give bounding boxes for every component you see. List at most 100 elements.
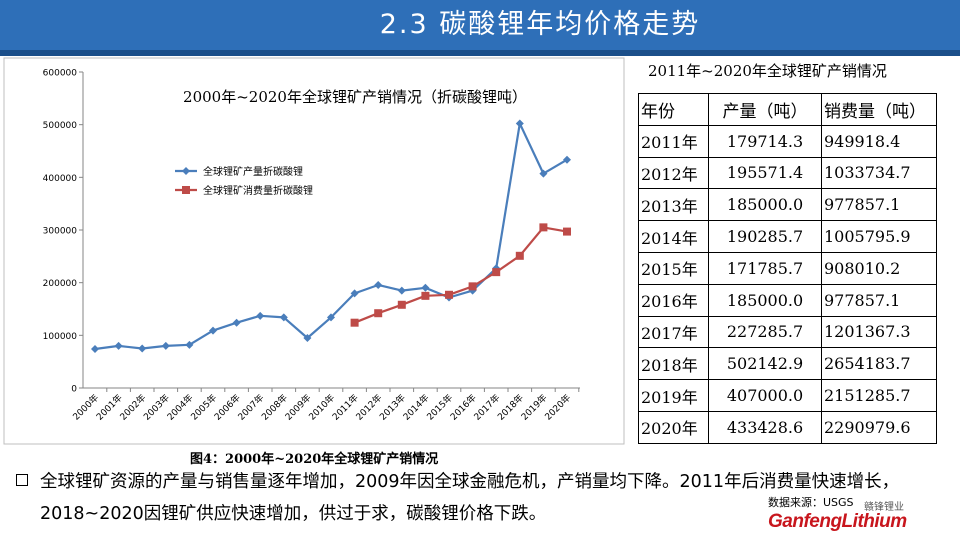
table-header-row: 年份 产量（吨） 销费量（吨） xyxy=(638,93,937,126)
data-point xyxy=(114,341,123,350)
header-stripe xyxy=(0,50,960,56)
chart-title: 2000年~2020年全球锂矿产销情况（折碳酸锂吨） xyxy=(183,88,527,106)
table-row: 2012年 195571.4 1033734.7 xyxy=(638,156,937,190)
table-cell: 433428.6 xyxy=(708,410,822,444)
data-point xyxy=(327,313,335,322)
data-point xyxy=(350,318,359,327)
table-cell: 190285.7 xyxy=(708,220,822,253)
data-point xyxy=(397,300,406,309)
series-line xyxy=(354,226,568,324)
data-point xyxy=(91,345,99,354)
data-point xyxy=(421,291,430,300)
table-header-cell: 销费量（吨） xyxy=(821,93,937,126)
table-row: 2011年 179714.3 949918.4 xyxy=(638,124,937,158)
data-point xyxy=(539,223,548,232)
page-title: 2.3 碳酸锂年均价格走势 xyxy=(379,9,701,40)
table-cell: 2020年 xyxy=(638,410,709,444)
table-row: 2019年 407000.0 2151285.7 xyxy=(638,379,937,412)
table-row: 2017年 227285.7 1201367.3 xyxy=(638,315,937,349)
data-point xyxy=(161,341,170,350)
y-tick-label: 0 xyxy=(71,385,77,395)
table-cell: 227285.7 xyxy=(708,315,822,349)
y-tick-label: 100000 xyxy=(43,332,78,342)
table-cell: 977857.1 xyxy=(821,283,937,317)
table-row: 2015年 171785.7 908010.2 xyxy=(638,251,937,285)
data-point xyxy=(468,286,477,295)
table-cell: 195571.4 xyxy=(708,156,822,190)
y-tick-label: 500000 xyxy=(43,121,78,131)
data-point xyxy=(138,344,147,353)
table-cell: 2012年 xyxy=(638,156,709,190)
chart-frame xyxy=(3,57,625,445)
table-header-cell: 产量（吨） xyxy=(708,93,822,126)
data-point xyxy=(445,290,453,299)
table-title: 2011年~2020年全球锂矿产销情况 xyxy=(648,62,887,80)
y-tick-label: 200000 xyxy=(43,279,78,289)
data-point xyxy=(374,309,383,318)
table-cell: 2290979.6 xyxy=(821,410,937,444)
data-point xyxy=(515,251,524,260)
table-header-cell: 年份 xyxy=(638,93,709,126)
table-cell: 2019年 xyxy=(638,379,709,412)
logo-text: GanfengLithium xyxy=(768,511,907,532)
legend-marker xyxy=(182,167,190,175)
table-cell: 2013年 xyxy=(638,188,709,222)
y-tick-label: 600000 xyxy=(43,69,78,79)
table-cell: 1201367.3 xyxy=(821,315,937,349)
table-cell: 2015年 xyxy=(638,251,709,285)
table-cell: 949918.4 xyxy=(821,124,937,158)
bullet-box xyxy=(16,474,28,486)
table-cell: 2016年 xyxy=(638,283,709,317)
line-chart: 2000年~2020年全球锂矿产销情况（折碳酸锂吨） 0 100000 200000… xyxy=(3,57,625,445)
data-point xyxy=(374,280,383,289)
table-cell: 2654183.7 xyxy=(821,347,937,381)
table-cell: 1033734.7 xyxy=(821,156,937,190)
data-point xyxy=(303,333,312,342)
y-tick-label: 300000 xyxy=(43,227,78,237)
legend-label: 全球锂矿产量折碳酸锂 xyxy=(203,165,303,178)
data-table: 年份 产量（吨） 销费量（吨） 2011年 179714.3 949918.4 201… xyxy=(638,93,937,444)
data-point xyxy=(563,155,571,164)
table-cell: 185000.0 xyxy=(708,283,822,317)
note-text: 全球锂矿资源的产量与销售量逐年增加，2009年因全球金融危机，产销量均下降。20… xyxy=(40,472,900,524)
data-point xyxy=(232,318,241,327)
data-point xyxy=(468,282,477,291)
source-text: 数据来源：USGS xyxy=(768,496,854,509)
legend-label: 全球锂矿消费量折碳酸锂 xyxy=(203,184,313,197)
table-row: 2013年 185000.0 977857.1 xyxy=(638,188,937,222)
table-cell: 502142.9 xyxy=(708,347,822,381)
data-point xyxy=(256,311,265,320)
table-cell: 185000.0 xyxy=(708,188,822,222)
data-point xyxy=(209,326,217,335)
table-cell: 179714.3 xyxy=(708,124,822,158)
table-row: 2014年 190285.7 1005795.9 xyxy=(638,220,937,253)
company-logo: 赣锋锂业 GanfengLithium xyxy=(768,502,907,535)
table-cell: 1005795.9 xyxy=(821,220,937,253)
table-row: 2018年 502142.9 2654183.7 xyxy=(638,347,937,381)
data-point xyxy=(279,313,288,322)
data-point xyxy=(515,119,524,128)
table-cell: 908010.2 xyxy=(821,251,937,285)
table-row: 2016年 185000.0 977857.1 xyxy=(638,283,937,317)
figure-caption: 图4：2000年~2020年全球锂矿产销情况 xyxy=(190,452,439,467)
table-cell: 2011年 xyxy=(638,124,709,158)
table-cell: 2018年 xyxy=(638,347,709,381)
table-cell: 977857.1 xyxy=(821,188,937,222)
header-band xyxy=(0,0,960,50)
table-cell: 171785.7 xyxy=(708,251,822,285)
y-tick-label: 400000 xyxy=(43,174,78,184)
data-point xyxy=(492,268,501,277)
data-point xyxy=(421,283,430,292)
table-row: 2020年 433428.6 2290979.6 xyxy=(638,410,937,444)
table-cell: 2151285.7 xyxy=(821,379,937,412)
table-cell: 2017年 xyxy=(638,315,709,349)
data-point xyxy=(350,289,359,298)
data-point xyxy=(539,169,548,178)
data-point xyxy=(563,227,571,236)
table-cell: 407000.0 xyxy=(708,379,822,412)
data-point xyxy=(185,340,194,349)
table-cell: 2014年 xyxy=(638,220,709,253)
logo-subtitle: 赣锋锂业 xyxy=(864,502,904,513)
data-point xyxy=(397,286,406,295)
legend-marker xyxy=(182,186,190,194)
